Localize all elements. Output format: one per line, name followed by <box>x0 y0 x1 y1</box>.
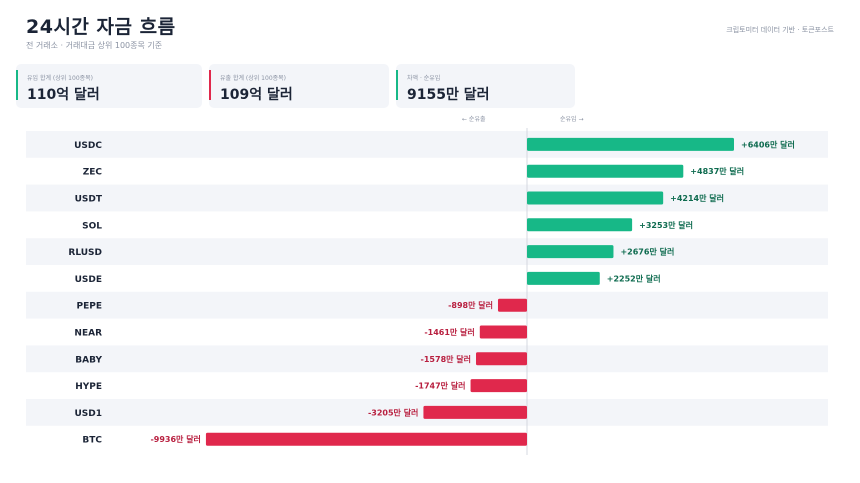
summary-value: 109억 달러 <box>220 87 293 103</box>
value-label: +2676만 달러 <box>620 247 674 257</box>
summary-label: 유입 합계 (상위 100종목) <box>27 75 94 82</box>
outflow-bar <box>205 432 527 446</box>
summary-label: 유출 합계 (상위 100종목) <box>220 75 287 82</box>
outflow-bar <box>479 325 527 339</box>
row-stripe <box>26 238 828 265</box>
category-label: RLUSD <box>68 248 102 258</box>
value-label: -1747만 달러 <box>415 381 465 391</box>
value-label: +4214만 달러 <box>670 193 724 203</box>
axis-caption-inflow: 순유입 → <box>560 116 584 123</box>
category-label: PEPE <box>77 302 103 312</box>
inflow-bar <box>527 218 633 232</box>
row-stripe <box>26 291 828 319</box>
source-credit: 크립토미터 데이터 기반 · 토큰포스트 <box>726 26 834 34</box>
outflow-accent-bar <box>209 70 211 100</box>
outflow-bar <box>470 379 527 393</box>
value-label: +2252만 달러 <box>607 273 661 283</box>
category-label: BABY <box>75 355 102 365</box>
category-label: SOL <box>82 221 102 231</box>
page-title: 24시간 자금 흐름 <box>26 16 176 38</box>
value-label: -898만 달러 <box>448 300 493 310</box>
category-label: USD1 <box>74 409 102 419</box>
value-label: -3205만 달러 <box>368 407 418 417</box>
summary-card-inflow: 유입 합계 (상위 100종목) 110억 달러 <box>16 64 202 108</box>
summary-label: 차액 · 순유입 <box>407 75 441 82</box>
category-label: USDC <box>74 141 102 151</box>
inflow-bar <box>527 164 684 178</box>
category-label: BTC <box>82 436 102 446</box>
category-label: HYPE <box>75 382 102 392</box>
value-label: +4837만 달러 <box>690 166 744 176</box>
inflow-bar <box>527 245 614 259</box>
inflow-bar <box>527 271 600 285</box>
summary-card-outflow: 유출 합계 (상위 100종목) 109억 달러 <box>209 64 389 108</box>
category-label: ZEC <box>83 168 103 178</box>
value-label: -1578만 달러 <box>421 354 471 364</box>
inflow-bar <box>527 191 664 205</box>
value-label: -9936만 달러 <box>150 434 200 444</box>
category-label: NEAR <box>74 329 102 339</box>
row-stripe <box>26 184 828 212</box>
summary-value: 9155만 달러 <box>407 87 490 103</box>
value-label: +3253만 달러 <box>639 220 693 230</box>
row-stripe <box>26 345 828 373</box>
value-label: +6406만 달러 <box>741 139 795 149</box>
summary-card-net: 차액 · 순유입 9155만 달러 <box>396 64 575 108</box>
category-label: USDE <box>75 275 102 285</box>
value-label: -1461만 달러 <box>424 327 474 337</box>
page-subtitle: 전 거래소 · 거래대금 상위 100종목 기준 <box>26 41 163 50</box>
inflow-accent-bar <box>16 70 18 100</box>
net-accent-bar <box>396 70 398 100</box>
inflow-bar <box>527 137 734 151</box>
outflow-bar <box>497 298 527 312</box>
outflow-bar <box>476 352 527 366</box>
category-label: USDT <box>75 195 103 205</box>
summary-value: 110억 달러 <box>27 87 100 103</box>
outflow-bar <box>423 405 527 419</box>
axis-caption-outflow: ← 순유출 <box>462 116 486 123</box>
